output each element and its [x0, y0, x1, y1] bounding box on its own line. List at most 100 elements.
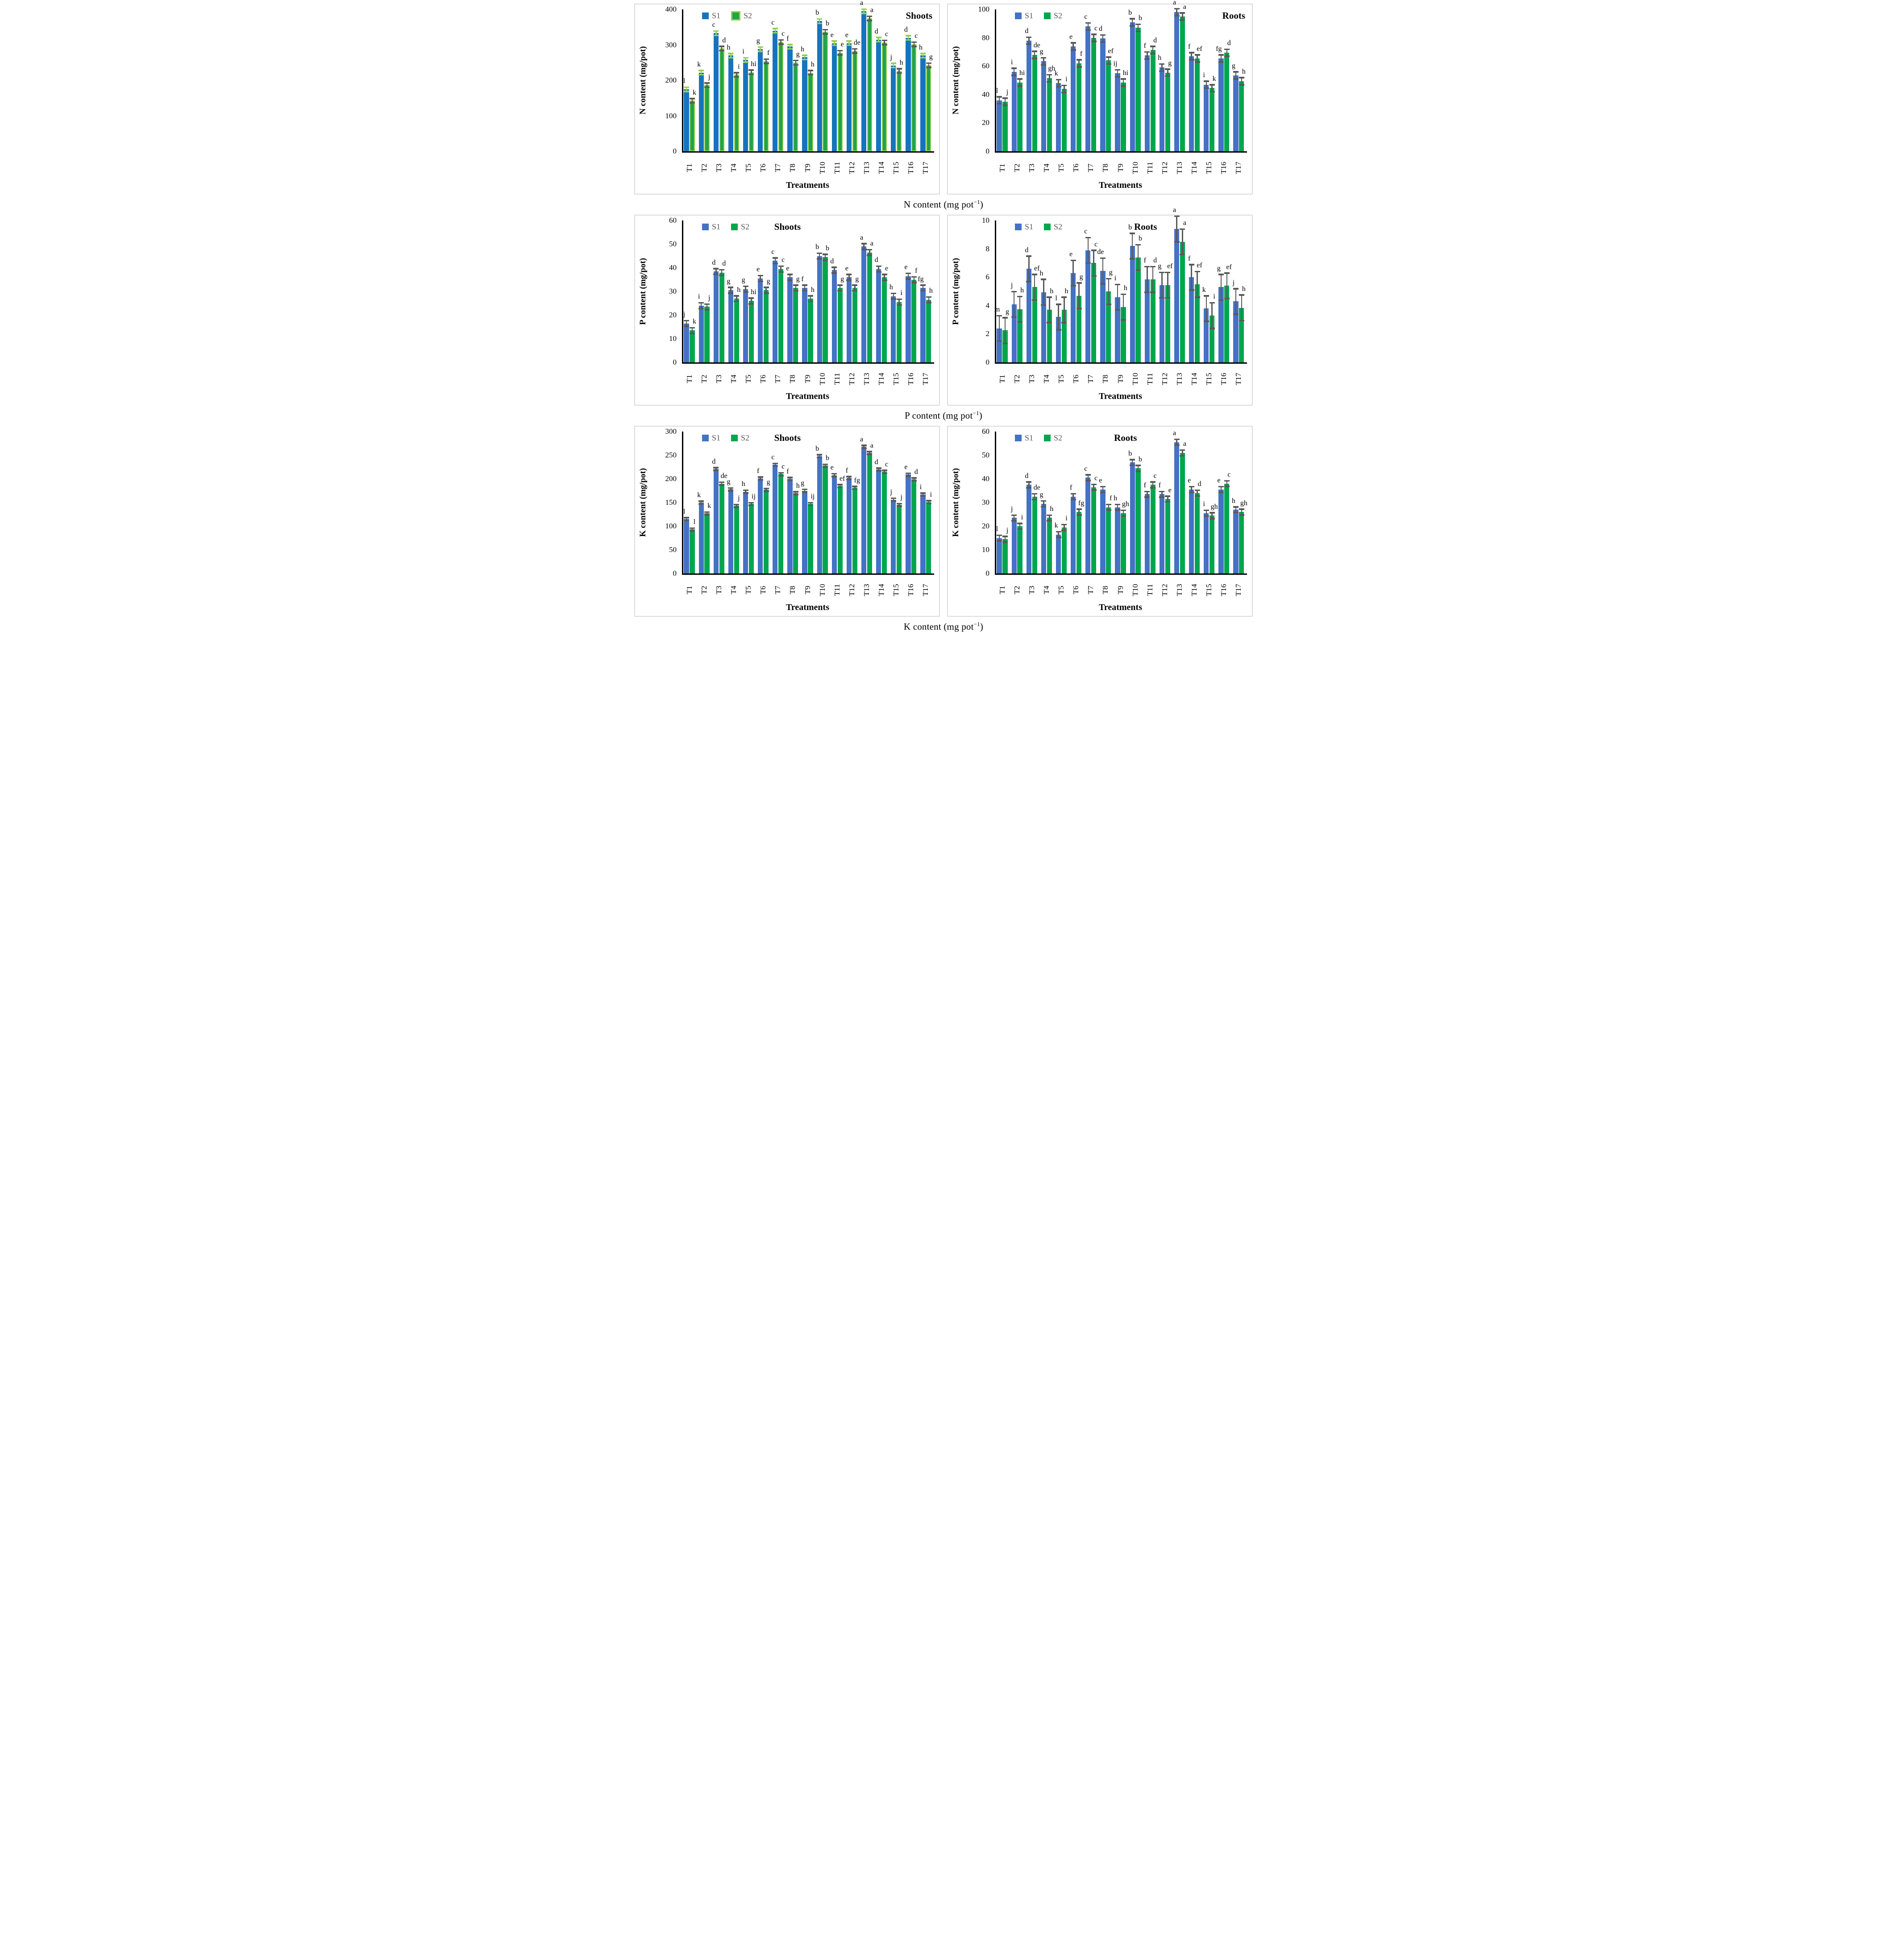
error-bar-line — [1205, 295, 1207, 321]
error-bar-line — [824, 464, 826, 467]
error-bar-cap-bottom — [1120, 319, 1126, 321]
error-bar-cap-bottom — [1150, 53, 1156, 54]
bar-s2-t16 — [911, 479, 917, 573]
error-bar-line — [1176, 439, 1177, 445]
bar-s2-t15 — [897, 71, 902, 151]
sig-letter-s1-t11: e — [830, 31, 834, 39]
error-bar-cap-bottom — [1041, 64, 1047, 66]
x-tick-label-t1: T1 — [685, 374, 694, 383]
error-bar-line — [1137, 24, 1139, 32]
sig-letter-s2-t13: a — [870, 6, 873, 14]
error-bar-cap-top — [748, 69, 754, 71]
bar-s2-t3 — [719, 48, 724, 151]
error-bar-cap-bottom — [772, 465, 778, 467]
sig-letter-s1-t9: f — [801, 275, 804, 283]
sig-letter-s1-t17: i — [919, 483, 922, 491]
x-tick-label-t7: T7 — [1086, 586, 1095, 594]
row-caption-n: N content (mg pot−1) — [629, 195, 1258, 215]
x-tick-label-t10: T10 — [1131, 584, 1139, 596]
bar-s1-t13 — [1174, 229, 1180, 362]
panel-k-shoots: 0 50 100 150 200 250 300 K content (mg/pot) Trea… — [634, 426, 940, 617]
legend-swatch-s2 — [731, 435, 738, 441]
bar-s1-t8 — [787, 277, 793, 362]
legend-label-s2: S2 — [1054, 11, 1063, 20]
error-bar-line — [928, 63, 930, 67]
x-tick-label-t4: T4 — [1042, 163, 1051, 172]
sig-letter-s2-t11: d — [1153, 257, 1157, 265]
error-bar-cap-top — [1032, 274, 1038, 275]
sig-letter-s1-t9: h — [1114, 494, 1118, 502]
y-tick-label: 40 — [982, 90, 989, 99]
error-bar-cap-bottom — [890, 66, 896, 69]
error-bar-cap-bottom — [1194, 296, 1200, 298]
error-bar-cap-top — [1233, 288, 1239, 290]
error-bar-cap-top — [1011, 291, 1017, 292]
error-bar-cap-bottom — [719, 50, 725, 52]
error-bar-cap-bottom — [881, 472, 887, 474]
error-bar-cap-bottom — [1047, 520, 1052, 522]
figure-row-p: 0 10 20 30 40 50 60 P content (mg/pot) Treatment… — [629, 207, 1258, 406]
error-bar-cap-top — [1091, 249, 1097, 251]
error-bar-cap-bottom — [997, 340, 1002, 342]
bar-s2-t1 — [690, 529, 695, 573]
error-bar-cap-bottom — [778, 43, 784, 45]
y-tick-label: 20 — [982, 522, 989, 530]
error-bar-cap-bottom — [1218, 61, 1224, 63]
x-tick-label-t5: T5 — [1057, 374, 1066, 383]
error-bar-cap-bottom — [772, 262, 778, 265]
bar-s2-t9 — [808, 504, 813, 573]
error-bar-cap-bottom — [713, 273, 719, 275]
bar-s1-t7 — [773, 465, 778, 573]
legend-label-s2: S2 — [741, 433, 750, 442]
error-bar-cap-top — [1130, 233, 1135, 234]
sig-letter-s1-t3: c — [712, 21, 715, 29]
error-bar-line — [691, 328, 693, 333]
bar-s2-t5 — [748, 301, 754, 362]
sig-letter-s2-t12: g — [855, 275, 859, 283]
legend-item-s2: S2 — [731, 222, 749, 232]
bar-s2-t11 — [837, 486, 843, 573]
legend-item-s1: S1 — [1015, 222, 1033, 232]
sig-letter-s2-t16: c — [1227, 471, 1231, 479]
bar-s2-t13 — [1180, 241, 1185, 362]
error-bar-cap-bottom — [1047, 322, 1052, 324]
x-tick-label-t2: T2 — [699, 163, 708, 172]
sig-letter-s2-t6: g — [766, 478, 770, 486]
bar-s2-t2 — [704, 513, 710, 573]
sig-letter-s1-t8: de — [1097, 248, 1104, 256]
sig-letter-s1-t2: i — [1011, 58, 1013, 66]
error-bar-cap-bottom — [905, 278, 911, 280]
error-bar-line — [760, 275, 761, 282]
sig-letter-s2-t1: j — [1006, 88, 1009, 96]
error-bar-cap-bottom — [1115, 309, 1121, 311]
error-bar-line — [1004, 317, 1006, 344]
bar-s2-t3 — [1032, 287, 1037, 362]
sig-letter-s2-t10: b — [826, 454, 830, 462]
error-bar-cap-bottom — [1091, 489, 1097, 491]
legend-swatch-s1 — [1015, 435, 1022, 441]
x-tick-label-t5: T5 — [744, 586, 753, 594]
sig-letter-s2-t1: k — [692, 88, 696, 96]
sig-letter-s1-t2: j — [1011, 505, 1013, 513]
error-bar-line — [878, 468, 879, 471]
error-bar-line — [819, 253, 820, 259]
error-bar-cap-top — [757, 46, 763, 48]
legend-label-s1: S1 — [712, 433, 721, 442]
error-bar-cap-bottom — [1135, 30, 1141, 33]
y-tick-label: 100 — [665, 522, 677, 530]
error-bar-cap-top — [1239, 508, 1244, 510]
x-tick-label-t17: T17 — [1234, 584, 1243, 596]
x-tick-label-t15: T15 — [1205, 584, 1214, 596]
error-bar-cap-bottom — [846, 478, 852, 481]
bar-s2-t11 — [1150, 50, 1155, 151]
bar-s1-t13 — [861, 446, 867, 573]
error-bar-line — [1161, 272, 1163, 298]
error-bar-cap-top — [1026, 481, 1032, 483]
error-bar-line — [691, 98, 693, 103]
error-bar-cap-top — [861, 8, 867, 10]
error-bar-line — [1058, 79, 1059, 87]
error-bar-cap-bottom — [1189, 59, 1194, 61]
sig-letter-s2-t4: h — [1050, 287, 1054, 295]
error-bar-line — [736, 72, 737, 77]
legend-swatch-s1 — [702, 12, 709, 19]
